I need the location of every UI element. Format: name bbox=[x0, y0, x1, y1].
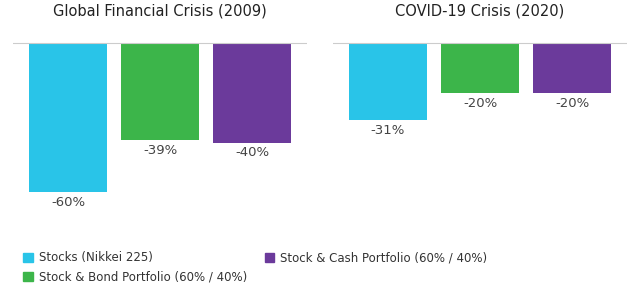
Bar bbox=[121, 43, 199, 140]
Bar bbox=[349, 43, 427, 120]
Text: -20%: -20% bbox=[555, 97, 589, 110]
Legend: Stocks (Nikkei 225), Stock & Bond Portfolio (60% / 40%), Stock & Cash Portfolio : Stocks (Nikkei 225), Stock & Bond Portfo… bbox=[19, 247, 492, 288]
Bar bbox=[533, 43, 611, 93]
Bar bbox=[213, 43, 291, 143]
Text: -31%: -31% bbox=[371, 124, 405, 137]
Bar bbox=[441, 43, 519, 93]
Text: -60%: -60% bbox=[51, 196, 85, 209]
Text: -39%: -39% bbox=[143, 144, 177, 157]
Text: -20%: -20% bbox=[463, 97, 497, 110]
Title: COVID-19 Crisis (2020): COVID-19 Crisis (2020) bbox=[396, 3, 564, 18]
Text: -40%: -40% bbox=[235, 146, 269, 159]
Title: Global Financial Crisis (2009): Global Financial Crisis (2009) bbox=[53, 3, 267, 18]
Bar bbox=[29, 43, 107, 192]
